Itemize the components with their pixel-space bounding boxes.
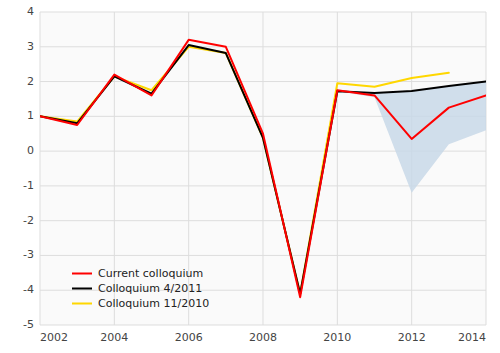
x-tick-label: 2010: [323, 331, 351, 344]
x-tick-label: 2008: [249, 331, 277, 344]
y-tick-label: -4: [23, 283, 34, 296]
grid-line-x: [337, 12, 338, 325]
y-tick-label: -1: [23, 179, 34, 192]
legend-swatch: [72, 303, 92, 305]
series-line: [40, 47, 449, 294]
y-tick-label: 3: [27, 40, 34, 53]
axis-labels: -5 -4 -3 -2 -1 0 1 2 3 4 2002 2004 2006 2008 2010 2012 2…: [23, 5, 486, 344]
x-tick-label: 2006: [175, 331, 203, 344]
grid-line-x: [263, 12, 264, 325]
legend-label: Colloquium 11/2010: [98, 297, 209, 310]
data-area: [40, 40, 486, 297]
chart: -5 -4 -3 -2 -1 0 1 2 3 4 2002 2004 2006 2008 2010 2012 2…: [0, 0, 500, 353]
y-tick-label: 2: [27, 75, 34, 88]
x-tick-label: 2012: [398, 331, 426, 344]
y-tick-label: 1: [27, 109, 34, 122]
y-tick-label: -2: [23, 214, 34, 227]
x-tick-label: 2014: [458, 331, 486, 344]
x-tick-label: 2004: [100, 331, 128, 344]
grid-line-x: [486, 12, 487, 325]
forecast-band: [337, 82, 486, 193]
y-tick-label: -5: [23, 318, 34, 331]
legend-swatch: [72, 273, 92, 275]
y-tick-label: 0: [27, 144, 34, 157]
legend-label: Current colloquium: [98, 267, 203, 280]
grid-line-x: [40, 12, 41, 325]
y-tick-label: 4: [27, 5, 34, 18]
series-line: [40, 45, 486, 294]
legend-swatch: [72, 288, 92, 290]
series-line: [40, 40, 486, 297]
x-tick-label: 2002: [40, 331, 68, 344]
y-tick-label: -3: [23, 248, 34, 261]
grid: [40, 12, 486, 325]
legend-label: Colloquium 4/2011: [98, 282, 202, 295]
legend: Current colloquium Colloquium 4/2011 Collo…: [72, 267, 209, 310]
plot-background: [40, 12, 486, 325]
